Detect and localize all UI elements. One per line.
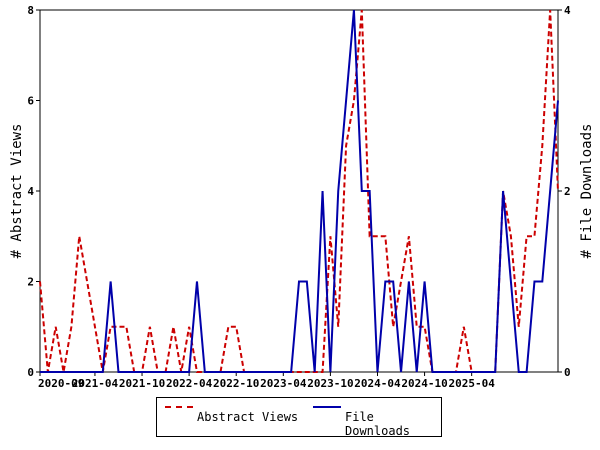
y-right-tick-label: 4 [564,4,571,17]
y-left-tick-label: 0 [27,366,34,379]
x-tick-label: 2024-04 [354,377,401,390]
series-line-file-downloads [40,9,559,373]
x-tick-label: 2022-04 [166,377,213,390]
y-right-axis-title: # File Downloads [579,124,595,259]
y-right-axis: 0 2 4 [558,4,571,379]
x-tick-label: 2025-04 [448,377,495,390]
series-layer [39,9,559,373]
x-tick-label: 2023-04 [260,377,307,390]
plot-frame [39,9,559,373]
legend: Abstract Views File Downloads [156,397,442,438]
legend-swatch-file-downloads [313,406,341,408]
y-left-tick-label: 8 [27,4,34,17]
series-line-abstract-views [39,9,559,373]
legend-label-file-downloads: File Downloads [345,410,411,438]
legend-swatch-abstract-views [165,406,193,408]
x-tick-label: 2021-04 [72,377,119,390]
y-left-axis: 0 2 4 6 8 [27,4,40,379]
x-tick-label: 2020-09 [38,377,84,390]
y-left-tick-label: 2 [27,276,34,289]
legend-label-abstract-views: Abstract Views [197,410,299,424]
y-left-tick-label: 6 [27,95,34,108]
x-tick-label: 2022-10 [213,377,259,390]
x-tick-label: 2021-10 [119,377,165,390]
x-tick-label: 2023-10 [307,377,353,390]
y-right-tick-label: 2 [564,185,571,198]
y-left-tick-label: 4 [27,185,34,198]
x-tick-label: 2024-10 [401,377,447,390]
y-left-axis-title: # Abstract Views [9,124,25,259]
y-right-tick-label: 0 [564,366,571,379]
